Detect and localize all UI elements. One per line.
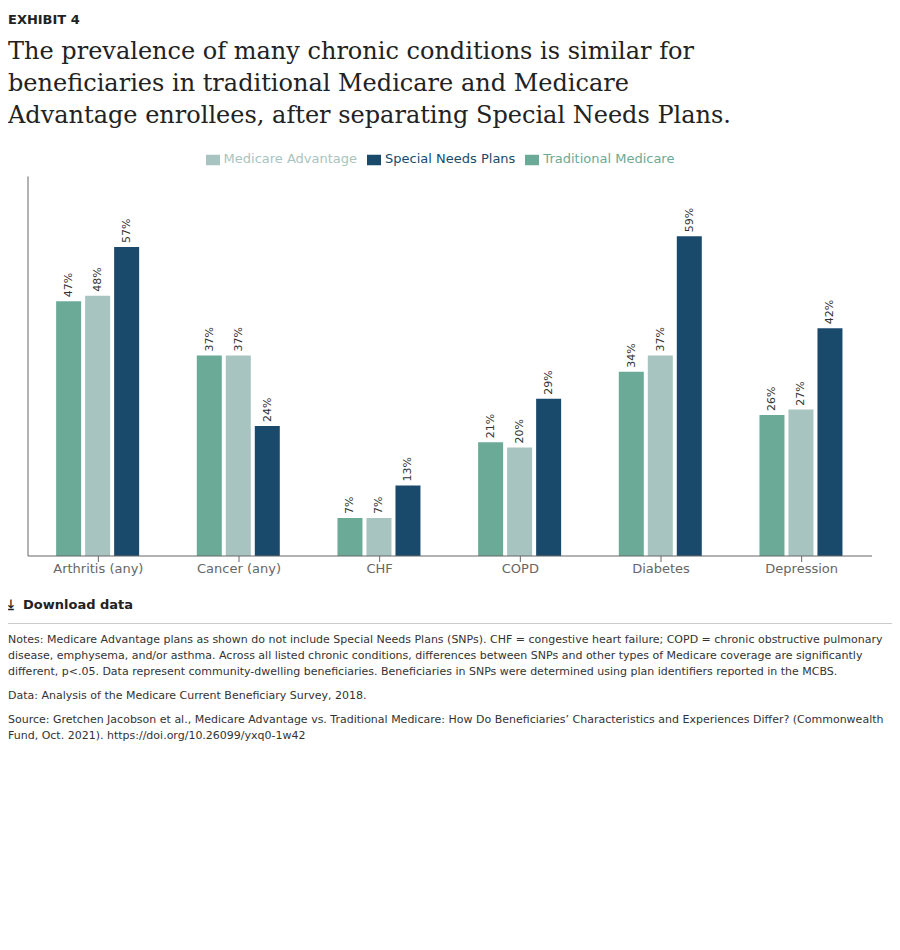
svg-text:42%: 42%: [823, 300, 836, 324]
svg-text:37%: 37%: [203, 327, 216, 351]
html-text:beneficiaries in traditional M: beneficiaries in traditional Medicare an…: [8, 69, 629, 97]
html-text:Data: Analysis of the Medicare: Data: Analysis of the Medicare Current B…: [8, 689, 367, 702]
svg-text:37%: 37%: [654, 327, 667, 351]
svg-text:7%: 7%: [372, 497, 385, 514]
html-text:Advantage enrollees, after sep: Advantage enrollees, after separating Sp…: [8, 101, 731, 129]
svg-text:57%: 57%: [120, 219, 133, 243]
html-text:Medicare Advantage: Medicare Advantage: [223, 151, 358, 166]
svg-text:COPD: COPD: [502, 561, 539, 576]
svg-text:24%: 24%: [261, 397, 274, 421]
svg-text:Arthritis (any): Arthritis (any): [53, 561, 143, 576]
html-text:Traditional Medicare: Traditional Medicare: [543, 151, 675, 166]
svg-text:48%: 48%: [91, 267, 104, 291]
html-text:Source: Gretchen Jacobson et a: Source: Gretchen Jacobson et al., Medica…: [8, 713, 884, 742]
svg-text:CHF: CHF: [366, 561, 392, 576]
html-text:⤓ Download data: ⤓ Download data: [8, 597, 134, 612]
svg-text:59%: 59%: [683, 208, 696, 232]
svg-text:Depression: Depression: [765, 561, 838, 576]
svg-text:Cancer (any): Cancer (any): [197, 561, 281, 576]
svg-text:47%: 47%: [62, 273, 75, 297]
html-text:Special Needs Plans: Special Needs Plans: [385, 151, 516, 166]
svg-text:21%: 21%: [484, 414, 497, 438]
svg-text:29%: 29%: [542, 370, 555, 394]
html-text:The prevalence of many chronic: The prevalence of many chronic condition…: [8, 37, 694, 65]
svg-text:37%: 37%: [232, 327, 245, 351]
html-text:EXHIBIT 4: EXHIBIT 4: [8, 12, 80, 27]
svg-text:7%: 7%: [343, 497, 356, 514]
html-text:Notes: Medicare Advantage plan: Notes: Medicare Advantage plans as shown…: [8, 633, 883, 678]
svg-text:Diabetes: Diabetes: [632, 561, 690, 576]
svg-text:13%: 13%: [401, 457, 414, 481]
svg-text:20%: 20%: [513, 419, 526, 443]
svg-text:26%: 26%: [765, 387, 778, 411]
svg-text:27%: 27%: [794, 381, 807, 405]
svg-text:34%: 34%: [625, 343, 638, 367]
